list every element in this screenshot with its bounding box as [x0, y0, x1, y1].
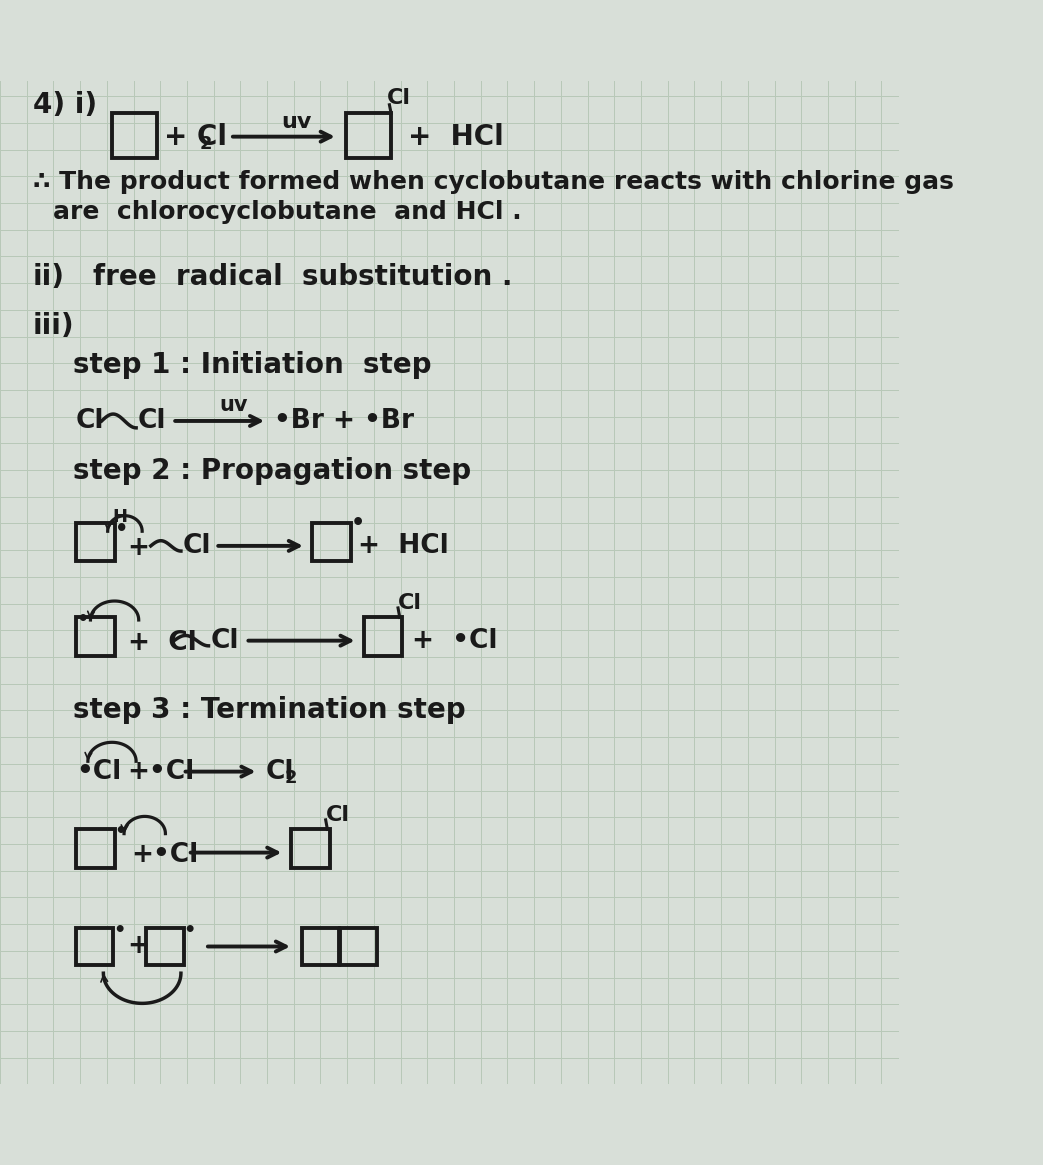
- Text: •: •: [115, 518, 128, 538]
- Bar: [301, 929, 339, 966]
- Text: Cl: Cl: [183, 532, 211, 559]
- Text: +•Cl: +•Cl: [127, 758, 195, 784]
- Text: +  Cl: + Cl: [127, 630, 196, 656]
- Text: step 1 : Initiation  step: step 1 : Initiation step: [73, 351, 432, 379]
- Text: 2: 2: [200, 135, 213, 154]
- Text: iii): iii): [32, 312, 74, 340]
- Text: +•Cl: +•Cl: [131, 842, 198, 868]
- Bar: [146, 929, 184, 966]
- Bar: [364, 617, 403, 656]
- Bar: [76, 929, 113, 966]
- Bar: [340, 929, 378, 966]
- Bar: [346, 113, 391, 158]
- Bar: [76, 523, 115, 562]
- Text: ∴ The product formed when cyclobutane reacts with chlorine gas: ∴ The product formed when cyclobutane re…: [32, 170, 953, 195]
- Bar: [112, 113, 156, 158]
- Bar: [291, 829, 330, 868]
- Text: •: •: [115, 821, 127, 841]
- Text: H: H: [112, 508, 127, 525]
- Bar: [76, 617, 115, 656]
- Text: +  HCl: + HCl: [409, 122, 504, 150]
- Text: •: •: [184, 920, 196, 940]
- Text: Cl: Cl: [398, 593, 422, 613]
- Text: +  •Cl: + •Cl: [412, 628, 498, 654]
- Text: •Cl: •Cl: [76, 758, 121, 784]
- Bar: [312, 523, 350, 562]
- Text: 2: 2: [285, 769, 297, 786]
- Text: Cl: Cl: [76, 408, 104, 433]
- Text: •: •: [113, 920, 125, 940]
- Text: +  HCl: + HCl: [358, 532, 448, 559]
- Text: •: •: [76, 609, 89, 629]
- Text: +: +: [127, 536, 149, 562]
- Text: Cl: Cl: [265, 758, 294, 784]
- Text: Cl: Cl: [138, 408, 166, 433]
- Text: •Br + •Br: •Br + •Br: [274, 408, 414, 433]
- Text: are  chlorocyclobutane  and HCl .: are chlorocyclobutane and HCl .: [53, 200, 523, 225]
- Text: step 2 : Propagation step: step 2 : Propagation step: [73, 457, 471, 485]
- Text: + Cl: + Cl: [164, 122, 226, 150]
- Text: step 3 : Termination step: step 3 : Termination step: [73, 696, 466, 723]
- Text: uv: uv: [220, 395, 248, 416]
- Text: uv: uv: [282, 112, 312, 132]
- Text: Cl: Cl: [387, 87, 411, 108]
- Text: •: •: [350, 513, 365, 532]
- Bar: [76, 829, 115, 868]
- Text: Cl: Cl: [325, 805, 349, 825]
- Text: 4) i): 4) i): [32, 91, 97, 119]
- Text: +: +: [127, 933, 149, 960]
- Text: ii): ii): [32, 263, 65, 291]
- Text: free  radical  substitution .: free radical substitution .: [93, 263, 512, 291]
- Text: Cl: Cl: [211, 628, 239, 654]
